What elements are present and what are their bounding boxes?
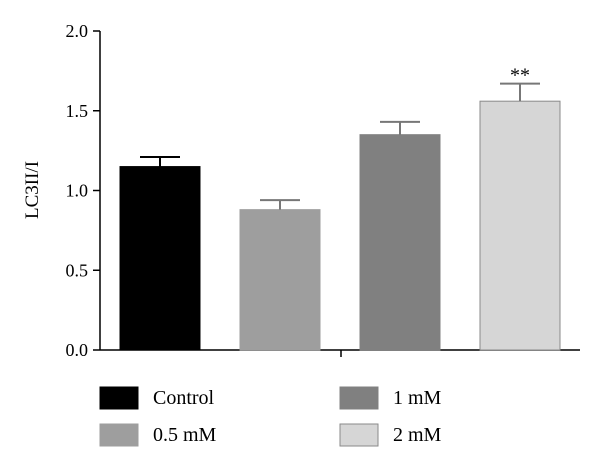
y-axis: 0.0 0.5 1.0 1.5 2.0 [66,21,101,360]
bar-control [119,166,201,351]
legend-label: 1 mM [393,387,442,409]
bar-0-5-mm [239,209,321,351]
legend-swatch [339,386,379,410]
legend-label: 0.5 mM [153,424,217,446]
legend-label: 2 mM [393,424,442,446]
y-tick-label: 2.0 [66,21,89,41]
y-tick-label: 1.0 [66,181,89,201]
x-axis [100,349,580,357]
y-tick-label: 0.0 [66,340,89,360]
legend-label: Control [153,387,215,409]
bar-1-mm [359,134,441,351]
bar-2-mm [479,100,561,351]
legend-swatch [99,386,139,410]
legend-swatch [339,423,379,447]
y-axis-label: LC3II/I [22,161,43,219]
legend: Control 1 mM 0.5 mM 2 mM [99,386,442,447]
legend-swatch [99,423,139,447]
bars: ** [119,65,561,351]
y-tick-label: 1.5 [66,101,89,121]
y-tick-label: 0.5 [66,260,89,280]
significance-annotation: ** [510,65,530,87]
